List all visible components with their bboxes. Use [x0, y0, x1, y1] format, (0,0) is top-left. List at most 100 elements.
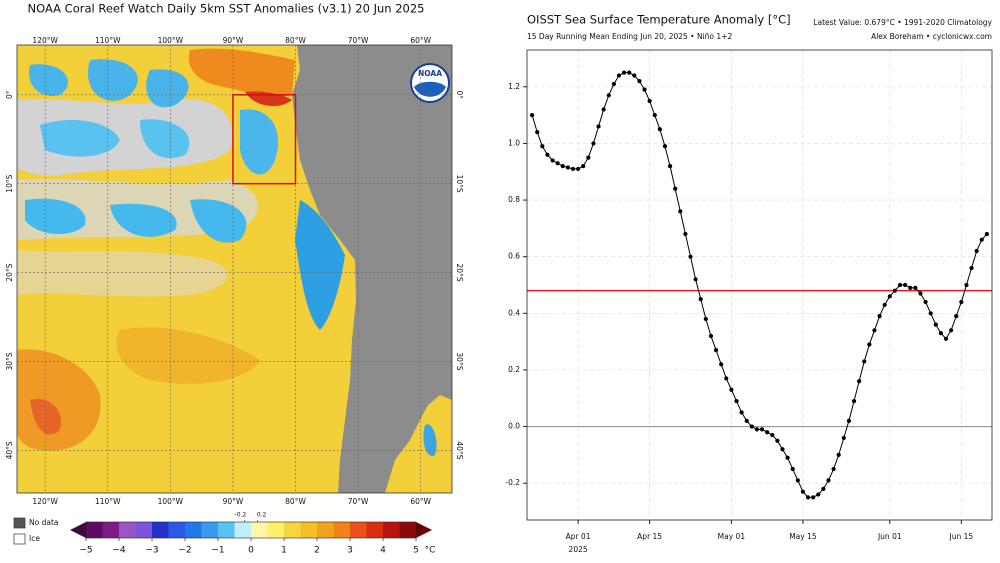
data-point	[667, 163, 673, 169]
y-tick-label: 1.2	[508, 82, 520, 91]
data-point	[800, 489, 806, 494]
data-point	[540, 144, 545, 149]
colorbar-tick-label: −1	[211, 546, 224, 556]
data-point	[575, 166, 581, 172]
data-point	[581, 163, 586, 169]
colorbar-tick-label: −5	[79, 546, 92, 556]
data-point	[637, 79, 642, 84]
data-point	[969, 265, 974, 271]
legend-swatch	[13, 533, 26, 545]
x-tick-label: 60°W	[410, 497, 431, 506]
data-point	[928, 311, 933, 316]
colorbar-band	[135, 522, 153, 538]
latest-value-note: Latest Value: 0.679°C • 1991-2020 Climat…	[813, 18, 992, 27]
x-tick-label: 90°W	[223, 36, 244, 45]
data-point	[841, 435, 846, 440]
y-tick-label: 0.8	[508, 195, 520, 204]
data-point	[616, 73, 622, 78]
y-tick-label: 0.0	[508, 422, 520, 431]
data-point	[688, 254, 693, 259]
data-point	[862, 359, 867, 364]
logo-text: NOAA	[418, 69, 442, 78]
colorbar-band	[317, 522, 334, 538]
colorbar-tick-label: 3	[347, 546, 353, 556]
nino-region-box	[232, 94, 297, 185]
x-tick-label: Apr 01	[566, 532, 591, 541]
data-point	[765, 430, 770, 435]
data-point	[535, 130, 540, 135]
colorbar-band	[267, 522, 285, 538]
data-point	[785, 455, 790, 460]
data-point	[770, 432, 775, 438]
colorbar-band	[366, 522, 384, 538]
colorbar-band	[168, 522, 186, 538]
colorbar-band	[102, 522, 120, 538]
data-point	[739, 410, 744, 415]
data-point	[933, 322, 938, 327]
data-point	[754, 427, 760, 432]
colorbar-band	[399, 522, 417, 538]
colorbar-tick-label: −3	[145, 546, 158, 556]
data-point	[596, 124, 601, 129]
data-point	[851, 398, 857, 404]
data-point	[887, 294, 892, 299]
colorbar-band	[284, 522, 301, 538]
data-point	[908, 285, 913, 290]
data-point	[698, 297, 703, 302]
data-point	[652, 113, 657, 118]
data-point	[954, 314, 959, 319]
data-point	[545, 152, 550, 157]
legend-label: Ice	[29, 534, 40, 543]
colorbar-unit: °C	[425, 546, 436, 556]
colorbar-band	[350, 522, 367, 538]
plot-area	[527, 50, 992, 520]
colorbar-tick-label: 4	[380, 546, 386, 556]
data-point	[719, 362, 724, 367]
data-point	[780, 447, 785, 452]
data-point	[984, 231, 989, 237]
data-point	[627, 70, 632, 75]
y-tick-label: 0.4	[508, 308, 520, 317]
data-point	[729, 387, 734, 392]
data-point	[805, 495, 811, 500]
x-year-label: 2025	[569, 545, 588, 554]
data-point	[903, 282, 908, 288]
logo-wave	[414, 81, 446, 97]
colorbar-over	[416, 522, 432, 538]
data-point	[693, 277, 698, 282]
colorbar-minor-label: 0.2	[257, 512, 267, 519]
colorbar-band	[201, 522, 219, 538]
data-point	[565, 165, 570, 170]
colorbar-band	[251, 522, 268, 538]
y-tick-label: 0.2	[508, 365, 520, 374]
data-point	[662, 144, 668, 149]
x-tick-label: 120°W	[32, 36, 58, 45]
data-point	[713, 348, 719, 353]
data-point	[601, 107, 606, 112]
data-point	[673, 186, 678, 191]
data-point	[642, 87, 647, 92]
data-point	[586, 155, 591, 160]
data-point	[857, 379, 862, 384]
y-tick-label: 10°S	[455, 175, 464, 193]
data-point	[555, 161, 560, 166]
colorbar-tick-label: 0	[248, 546, 254, 556]
data-point	[657, 127, 662, 132]
data-point	[632, 73, 637, 78]
x-tick-label: 80°W	[285, 36, 306, 45]
x-tick-label: 100°W	[158, 36, 184, 45]
x-tick-label: 70°W	[348, 497, 369, 506]
data-point	[882, 302, 887, 307]
y-tick-label: 0.6	[508, 252, 520, 261]
data-point	[964, 282, 969, 288]
data-point	[744, 418, 749, 424]
data-point	[877, 314, 882, 319]
colorbar-tick-label: −2	[178, 546, 191, 556]
data-point	[683, 231, 688, 237]
data-point	[708, 333, 714, 339]
data-point	[872, 328, 877, 333]
data-point	[790, 466, 795, 472]
data-point	[816, 492, 821, 497]
